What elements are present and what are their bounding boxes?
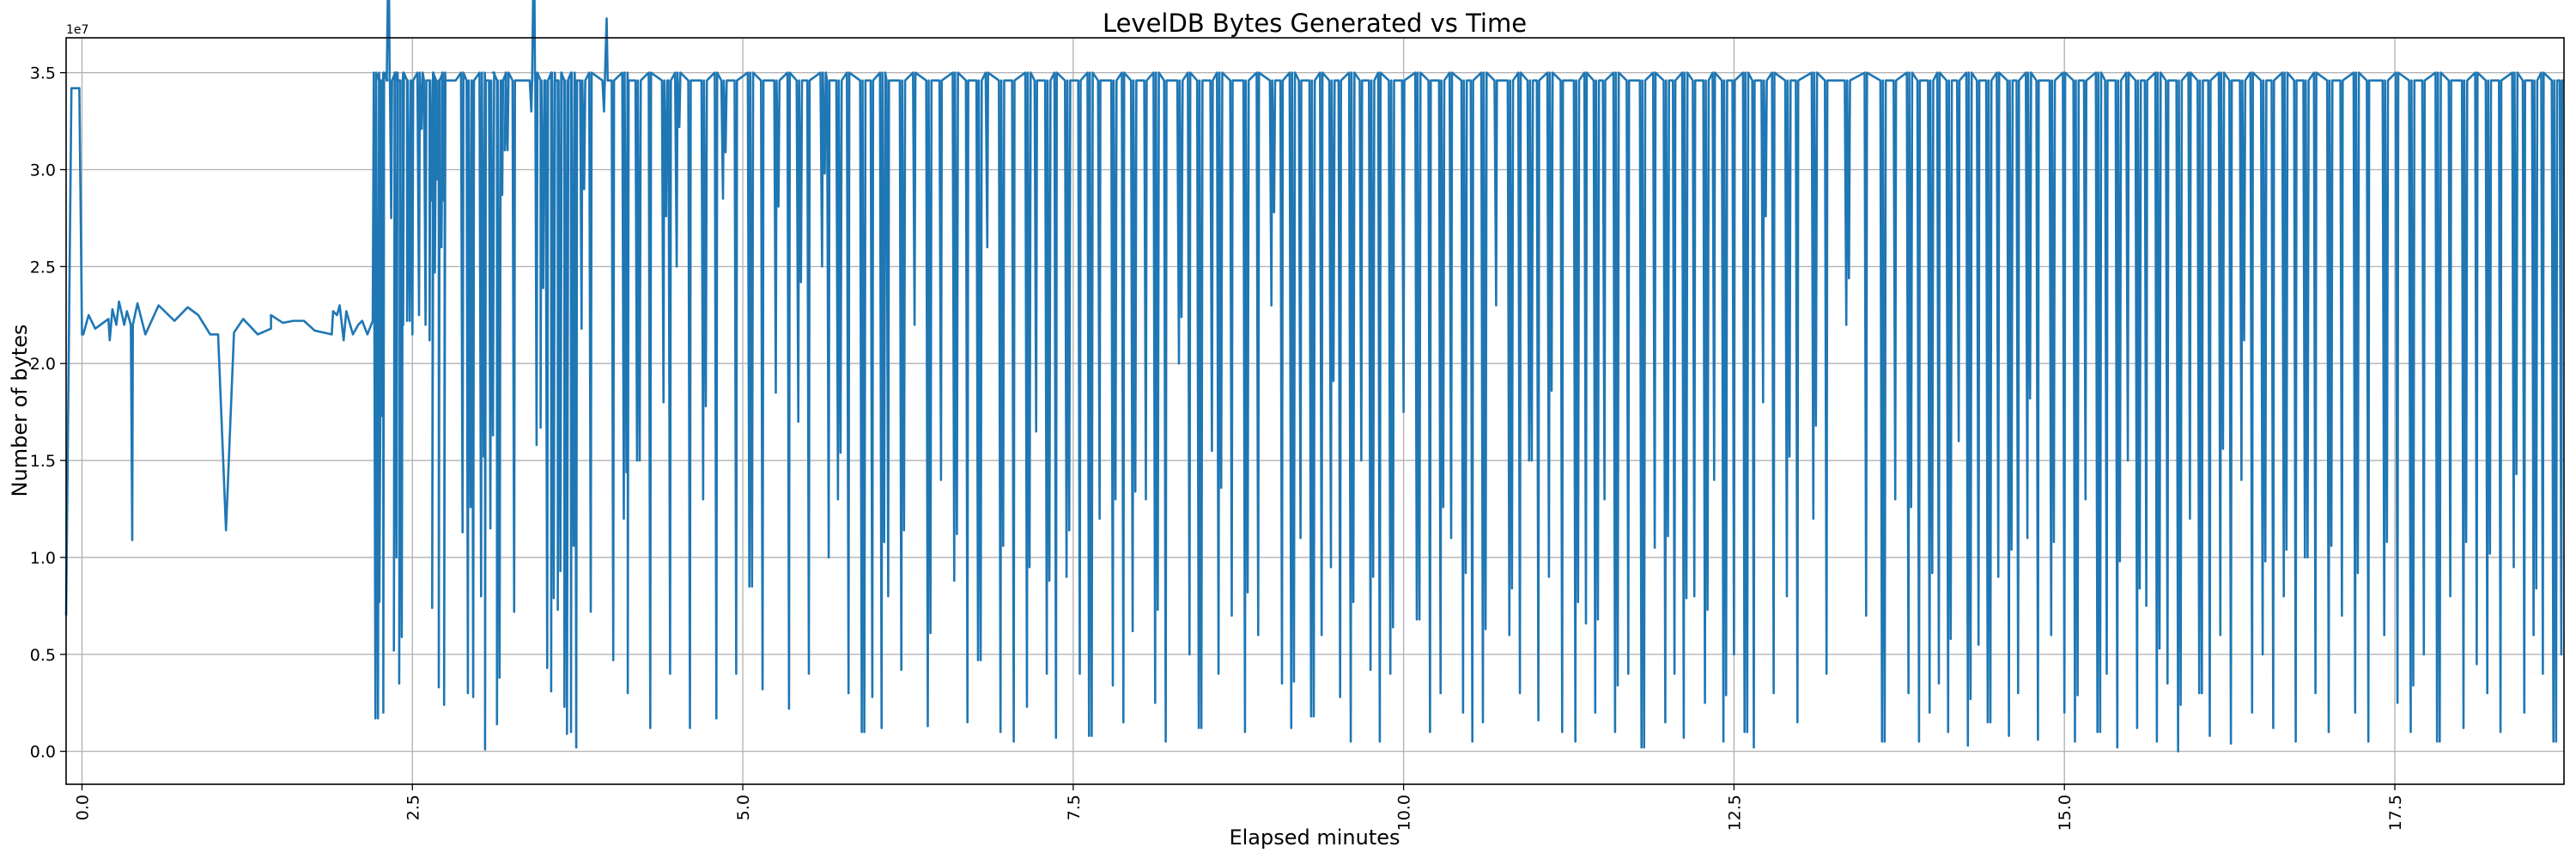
x-tick-label: 17.5 [2386,795,2405,831]
y-tick-label: 2.5 [30,258,56,277]
y-tick-label: 3.5 [30,64,56,83]
y-ticks: 0.0 0.5 1.0 1.5 2.0 2.5 3.0 3.5 [30,64,66,762]
y-tick-label: 3.0 [30,161,56,180]
plot-frame [65,37,2565,785]
y-tick-label: 0.0 [30,743,56,762]
series-line [64,0,2564,752]
x-tick-label: 10.0 [1395,795,1414,831]
x-tick-label: 7.5 [1065,795,1084,820]
y-axis-label: Number of bytes [8,325,32,497]
x-tick-label: 5.0 [734,795,753,820]
y-offset-label: 1e7 [66,23,88,37]
x-tick-label: 2.5 [404,795,422,820]
y-tick-label: 1.5 [30,452,56,471]
y-tick-label: 2.0 [30,355,56,374]
x-tick-label: 15.0 [2056,795,2075,831]
x-ticks: 0.0 2.5 5.0 7.5 10.0 12.5 15.0 17.5 [73,784,2405,831]
x-tick-label: 12.5 [1725,795,1744,831]
x-axis-label: Elapsed minutes [1229,825,1400,850]
y-tick-label: 1.0 [30,549,56,568]
chart-title: LevelDB Bytes Generated vs Time [1103,9,1527,38]
y-tick-label: 0.5 [30,646,56,665]
bytes-series-line [64,0,2564,752]
x-tick-label: 0.0 [73,795,92,820]
